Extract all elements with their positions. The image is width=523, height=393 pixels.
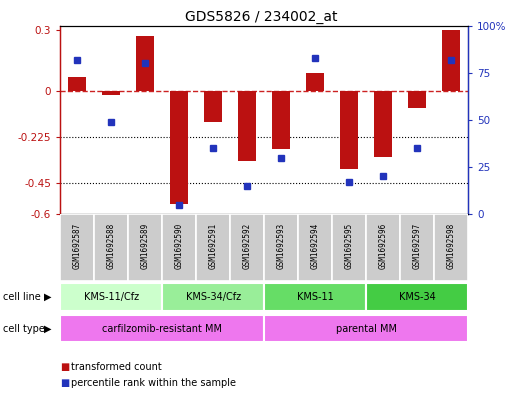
Text: cell line: cell line xyxy=(3,292,40,302)
Text: GSM1692591: GSM1692591 xyxy=(209,223,218,269)
Text: GSM1692594: GSM1692594 xyxy=(311,223,320,269)
Text: ■: ■ xyxy=(60,362,70,373)
Bar xyxy=(102,91,120,95)
Bar xyxy=(400,214,434,281)
Bar xyxy=(238,91,256,161)
Text: percentile rank within the sample: percentile rank within the sample xyxy=(71,378,235,388)
Text: KMS-34: KMS-34 xyxy=(399,292,436,302)
Text: cell type: cell type xyxy=(3,323,44,334)
Text: GSM1692598: GSM1692598 xyxy=(447,223,456,269)
Text: GSM1692592: GSM1692592 xyxy=(243,223,252,269)
Bar xyxy=(306,73,324,91)
Bar xyxy=(264,315,468,342)
Bar xyxy=(162,283,264,311)
Bar xyxy=(366,214,400,281)
Text: KMS-34/Cfz: KMS-34/Cfz xyxy=(186,292,241,302)
Text: GSM1692590: GSM1692590 xyxy=(175,223,184,269)
Text: GSM1692597: GSM1692597 xyxy=(413,223,422,269)
Bar xyxy=(408,91,426,108)
Text: carfilzomib-resistant MM: carfilzomib-resistant MM xyxy=(102,323,222,334)
Bar xyxy=(60,315,264,342)
Bar xyxy=(264,214,298,281)
Text: GSM1692588: GSM1692588 xyxy=(107,223,116,269)
Bar xyxy=(128,214,162,281)
Bar xyxy=(272,91,290,149)
Text: GSM1692587: GSM1692587 xyxy=(73,223,82,269)
Bar xyxy=(68,77,86,91)
Text: GDS5826 / 234002_at: GDS5826 / 234002_at xyxy=(185,10,338,24)
Text: transformed count: transformed count xyxy=(71,362,162,373)
Bar xyxy=(434,214,468,281)
Bar xyxy=(366,283,468,311)
Bar xyxy=(60,214,94,281)
Bar xyxy=(442,29,460,91)
Text: ▶: ▶ xyxy=(44,292,52,302)
Text: GSM1692593: GSM1692593 xyxy=(277,223,286,269)
Bar xyxy=(136,36,154,91)
Bar xyxy=(162,214,196,281)
Bar xyxy=(340,91,358,169)
Text: parental MM: parental MM xyxy=(336,323,396,334)
Bar xyxy=(298,214,332,281)
Bar xyxy=(196,214,230,281)
Text: GSM1692596: GSM1692596 xyxy=(379,223,388,269)
Text: GSM1692589: GSM1692589 xyxy=(141,223,150,269)
Bar xyxy=(230,214,264,281)
Text: ■: ■ xyxy=(60,378,70,388)
Bar xyxy=(204,91,222,122)
Bar xyxy=(170,91,188,204)
Text: KMS-11: KMS-11 xyxy=(297,292,334,302)
Bar xyxy=(264,283,366,311)
Text: GSM1692595: GSM1692595 xyxy=(345,223,354,269)
Text: KMS-11/Cfz: KMS-11/Cfz xyxy=(84,292,139,302)
Bar xyxy=(332,214,366,281)
Text: ▶: ▶ xyxy=(44,323,52,334)
Bar xyxy=(374,91,392,157)
Bar xyxy=(60,283,162,311)
Bar xyxy=(94,214,128,281)
